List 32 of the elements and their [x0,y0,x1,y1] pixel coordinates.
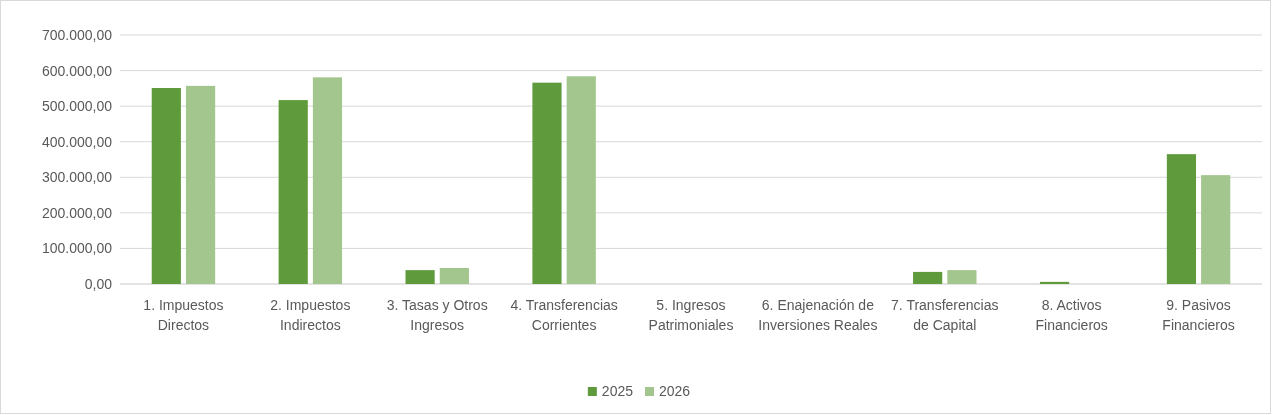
bar [1166,154,1197,284]
bar [913,271,943,284]
x-tick-label: 6. Enajenación de Inversiones Reales [758,297,878,333]
y-tick-label: 600.000,00 [41,62,113,79]
x-tick-label: 2. Impuestos Indirectos [270,297,351,333]
x-tick-label: 5. Ingresos Patrimoniales [648,297,734,333]
bar [566,76,596,284]
legend-label: 2026 [659,383,691,399]
x-tick-label: 7. Transferencias de Capital [891,297,999,333]
bar [312,77,343,284]
x-tick-label: 9. Pasivos Financieros [1162,297,1235,333]
bar [947,270,977,284]
y-tick-label: 400.000,00 [41,133,113,150]
bar [151,88,181,284]
legend-label: 2025 [601,383,634,399]
bar [405,270,435,284]
bar [278,100,308,284]
y-tick-label: 500.000,00 [41,98,113,115]
bar [185,85,216,284]
bar [1201,175,1231,284]
x-tick-label: 4. Transferencias Corrientes [510,297,618,333]
x-tick-label: 8. Activos Financieros [1035,297,1108,333]
y-tick-label: 300.000,00 [41,169,113,186]
bar [1039,281,1070,284]
bar [532,82,562,284]
y-tick-label: 0,00 [84,275,113,292]
y-tick-label: 100.000,00 [41,240,113,257]
y-tick-label: 200.000,00 [41,204,113,221]
bar [439,267,469,284]
x-tick-label: 3. Tasas y Otros Ingresos [386,297,488,333]
x-tick-label: 1. Impuestos Directos [143,297,224,333]
y-tick-label: 700.000,00 [41,26,113,43]
